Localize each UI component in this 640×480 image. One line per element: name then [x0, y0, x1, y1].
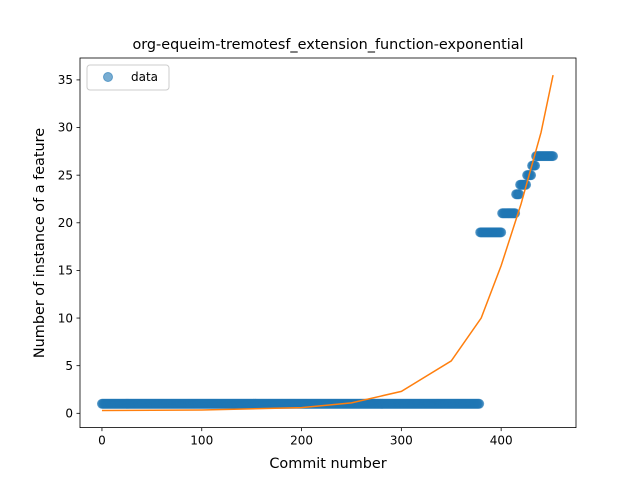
- chart-marks: [96, 74, 559, 412]
- legend-marker-data: [103, 72, 113, 82]
- x-tick-label: 100: [190, 434, 213, 448]
- x-tick-label: 300: [390, 434, 413, 448]
- y-tick-label: 20: [58, 216, 73, 230]
- y-tick-label: 10: [58, 311, 73, 325]
- plot-frame: [79, 57, 577, 429]
- y-tick-label: 15: [58, 264, 73, 278]
- data-point: [474, 398, 485, 409]
- y-tick-label: 5: [65, 359, 73, 373]
- plot-background: [80, 58, 576, 428]
- fit-line: [101, 74, 554, 412]
- data-point: [548, 151, 559, 162]
- plot-area: [79, 57, 577, 429]
- y-tick-label: 35: [58, 73, 73, 87]
- y-axis-ticks: 0 5 10 15 20 25 30 35: [58, 73, 80, 421]
- x-tick-label: 0: [98, 434, 106, 448]
- y-axis-label: Number of instance of a feature: [32, 128, 48, 358]
- y-tick-label: 0: [65, 407, 73, 421]
- y-tick-label: 30: [58, 121, 73, 135]
- x-axis-label: Commit number: [269, 456, 386, 472]
- data-point: [496, 227, 507, 238]
- x-tick-label: 200: [290, 434, 313, 448]
- x-axis-ticks: 0 100 200 300 400: [98, 427, 513, 448]
- y-tick-label: 25: [58, 168, 73, 182]
- legend-box: [86, 64, 170, 91]
- legend-label-data: data: [131, 70, 158, 84]
- x-tick-label: 400: [490, 434, 513, 448]
- legend: data: [86, 64, 170, 91]
- chart-title: org-equeim-tremotesf_extension_function-…: [132, 37, 523, 53]
